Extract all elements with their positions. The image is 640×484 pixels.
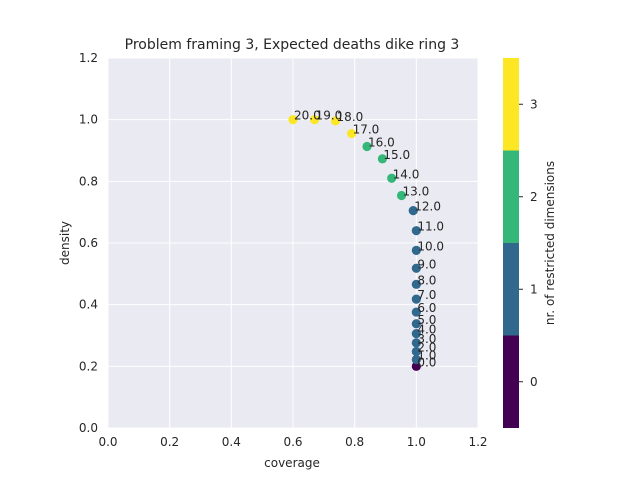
point-label: 3.0 <box>417 332 436 346</box>
x-tick-label: 1.0 <box>407 435 426 449</box>
data-points <box>288 115 421 371</box>
data-point <box>411 294 421 304</box>
data-point <box>330 116 341 126</box>
colorbar-segment <box>503 58 519 151</box>
data-point <box>411 263 421 273</box>
y-tick-label: 0.8 <box>79 174 98 188</box>
data-point <box>411 319 421 329</box>
point-label: 11.0 <box>417 220 444 234</box>
data-point <box>288 115 298 125</box>
x-tick-label: 0.0 <box>98 435 117 449</box>
point-label: 10.0 <box>417 239 444 253</box>
point-label: 5.0 <box>417 313 436 327</box>
data-point <box>411 226 421 236</box>
point-label: 4.0 <box>417 323 436 337</box>
y-tick-label: 1.2 <box>79 51 98 65</box>
point-label: 6.0 <box>417 301 436 315</box>
data-point <box>411 279 421 289</box>
x-axis-ticks: 0.0 0.2 0.4 0.6 0.8 1.0 1.2 <box>98 435 487 449</box>
data-point <box>411 361 421 371</box>
x-tick-label: 0.6 <box>283 435 302 449</box>
y-tick-label: 1.0 <box>79 113 98 127</box>
data-point <box>411 329 421 339</box>
colorbar-tick-label: 1 <box>530 282 538 296</box>
point-labels: 0.01.02.03.04.05.06.07.08.0 9.0 10.0 11.0 12… <box>294 109 444 370</box>
point-label: 17.0 <box>353 123 380 137</box>
point-label: 19.0 <box>316 109 343 123</box>
colorbar-label: nr. of restricted dimensions <box>543 161 557 325</box>
data-point <box>377 154 388 164</box>
colorbar <box>503 58 519 428</box>
point-label: 16.0 <box>368 135 395 149</box>
point-label: 8.0 <box>417 273 436 287</box>
point-label: 14.0 <box>393 167 420 181</box>
data-point <box>309 115 320 125</box>
x-axis-label: coverage <box>264 456 320 470</box>
data-point <box>411 245 421 255</box>
colorbar-tick-label: 0 <box>530 375 538 389</box>
colorbar-segment <box>503 335 519 428</box>
point-label: 0.0 <box>417 355 436 369</box>
data-point <box>411 346 421 357</box>
data-point <box>411 338 421 348</box>
point-label: 7.0 <box>417 288 436 302</box>
point-label: 18.0 <box>337 110 364 124</box>
data-point <box>411 307 421 317</box>
point-label: 9.0 <box>417 257 436 271</box>
colorbar-segment <box>503 243 519 336</box>
y-tick-label: 0.6 <box>79 236 98 250</box>
colorbar-tick-label: 3 <box>530 97 538 111</box>
data-point <box>387 173 397 183</box>
point-label: 12.0 <box>414 200 441 214</box>
data-point <box>362 141 372 152</box>
data-point <box>411 354 421 365</box>
x-tick-label: 0.4 <box>222 435 241 449</box>
data-point <box>346 128 357 139</box>
grid-lines <box>107 57 479 429</box>
y-tick-label: 0.4 <box>79 298 98 312</box>
x-tick-label: 1.2 <box>468 435 487 449</box>
y-tick-label: 0.0 <box>79 421 98 435</box>
point-label: 15.0 <box>383 148 410 162</box>
x-tick-label: 0.8 <box>345 435 364 449</box>
data-point <box>408 206 418 216</box>
data-point <box>396 190 407 201</box>
point-label: 1.0 <box>417 349 436 363</box>
point-label: 13.0 <box>403 185 430 199</box>
chart-title: Problem framing 3, Expected deaths dike … <box>125 37 460 53</box>
colorbar-segment <box>503 150 519 243</box>
point-label: 2.0 <box>417 341 436 355</box>
y-tick-label: 0.2 <box>79 359 98 373</box>
colorbar-tick-label: 2 <box>530 190 538 204</box>
colorbar-ticks: 0 1 2 3 <box>519 97 538 389</box>
y-axis-ticks: 0.0 0.2 0.4 0.6 0.8 1.0 1.2 <box>79 51 98 435</box>
x-tick-label: 0.2 <box>160 435 179 449</box>
y-axis-label: density <box>58 221 72 265</box>
point-label: 20.0 <box>294 109 321 123</box>
